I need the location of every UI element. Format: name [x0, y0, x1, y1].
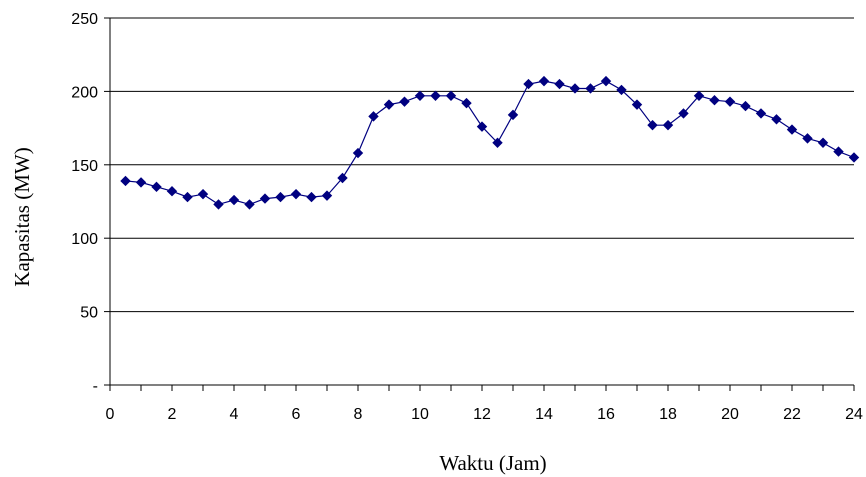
x-tick-label: 10: [411, 406, 429, 423]
data-point: [383, 99, 395, 110]
data-point: [678, 108, 689, 119]
data-point: [259, 193, 271, 204]
data-point: [151, 181, 162, 193]
y-tick-label: 250: [71, 11, 98, 28]
data-point: [228, 194, 240, 206]
data-point: [507, 109, 519, 121]
data-point: [244, 199, 255, 210]
data-point: [368, 111, 379, 122]
data-point: [786, 124, 798, 135]
data-point: [445, 90, 457, 102]
data-point: [523, 78, 534, 90]
data-point: [476, 121, 488, 132]
axes: [109, 18, 854, 386]
data-point: [693, 90, 705, 102]
y-tick-label: 100: [71, 231, 98, 248]
data-point: [771, 114, 782, 125]
data-point: [709, 95, 720, 106]
data-point: [430, 90, 441, 102]
data-point: [647, 119, 658, 131]
data-point: [461, 97, 472, 109]
data-point: [616, 84, 627, 96]
x-tick-label: 4: [230, 406, 239, 423]
data-point: [290, 188, 302, 200]
y-tick-label: 50: [80, 305, 98, 322]
x-tick-label: 14: [535, 406, 553, 423]
data-point: [492, 137, 503, 148]
data-point: [182, 191, 193, 203]
data-point: [569, 83, 581, 94]
series-line: [125, 80, 855, 206]
x-tick-label: 6: [292, 406, 301, 423]
grid-lines: [110, 17, 854, 313]
x-tick-label: 8: [354, 406, 363, 423]
x-tick-label: 20: [721, 406, 739, 423]
data-point: [321, 190, 333, 201]
data-point: [197, 188, 209, 200]
data-point: [554, 78, 565, 90]
y-tick-label: -: [93, 378, 98, 395]
data-point: [337, 172, 348, 184]
x-axis-title: Waktu (Jam): [439, 451, 546, 475]
data-point: [833, 146, 844, 157]
data-point: [740, 100, 751, 112]
data-point: [802, 133, 813, 144]
x-tick-label: 22: [783, 406, 801, 423]
data-point: [414, 90, 426, 102]
data-point: [135, 177, 147, 188]
data-point: [120, 175, 131, 187]
data-point: [600, 75, 612, 87]
data-point: [755, 108, 767, 119]
x-tick-label: 0: [106, 406, 115, 423]
y-axis-title: Kapasitas (MW): [10, 147, 34, 286]
data-point: [538, 75, 550, 87]
x-tick-label: 16: [597, 406, 615, 423]
series-layer: [120, 75, 860, 210]
x-tick-label: 18: [659, 406, 677, 423]
data-point: [399, 96, 410, 107]
x-tick-label: 24: [845, 406, 863, 423]
x-axis-ticks: 0 2 4 6 8 10 12 14 16 18 20 22 24: [106, 385, 863, 423]
x-tick-label: 12: [473, 406, 491, 423]
data-point: [662, 119, 674, 131]
y-axis-ticks: - 50 100 150 200 250: [71, 11, 110, 395]
data-point: [352, 147, 364, 159]
data-point: [213, 199, 224, 210]
x-tick-label: 2: [168, 406, 177, 423]
y-tick-label: 200: [71, 84, 98, 101]
data-point: [724, 96, 736, 107]
data-point: [306, 191, 317, 203]
data-point: [817, 137, 829, 148]
y-tick-label: 150: [71, 158, 98, 175]
data-point: [631, 99, 643, 110]
data-point: [166, 186, 178, 197]
data-point: [848, 152, 860, 163]
data-point: [275, 191, 286, 203]
data-point: [585, 83, 596, 94]
